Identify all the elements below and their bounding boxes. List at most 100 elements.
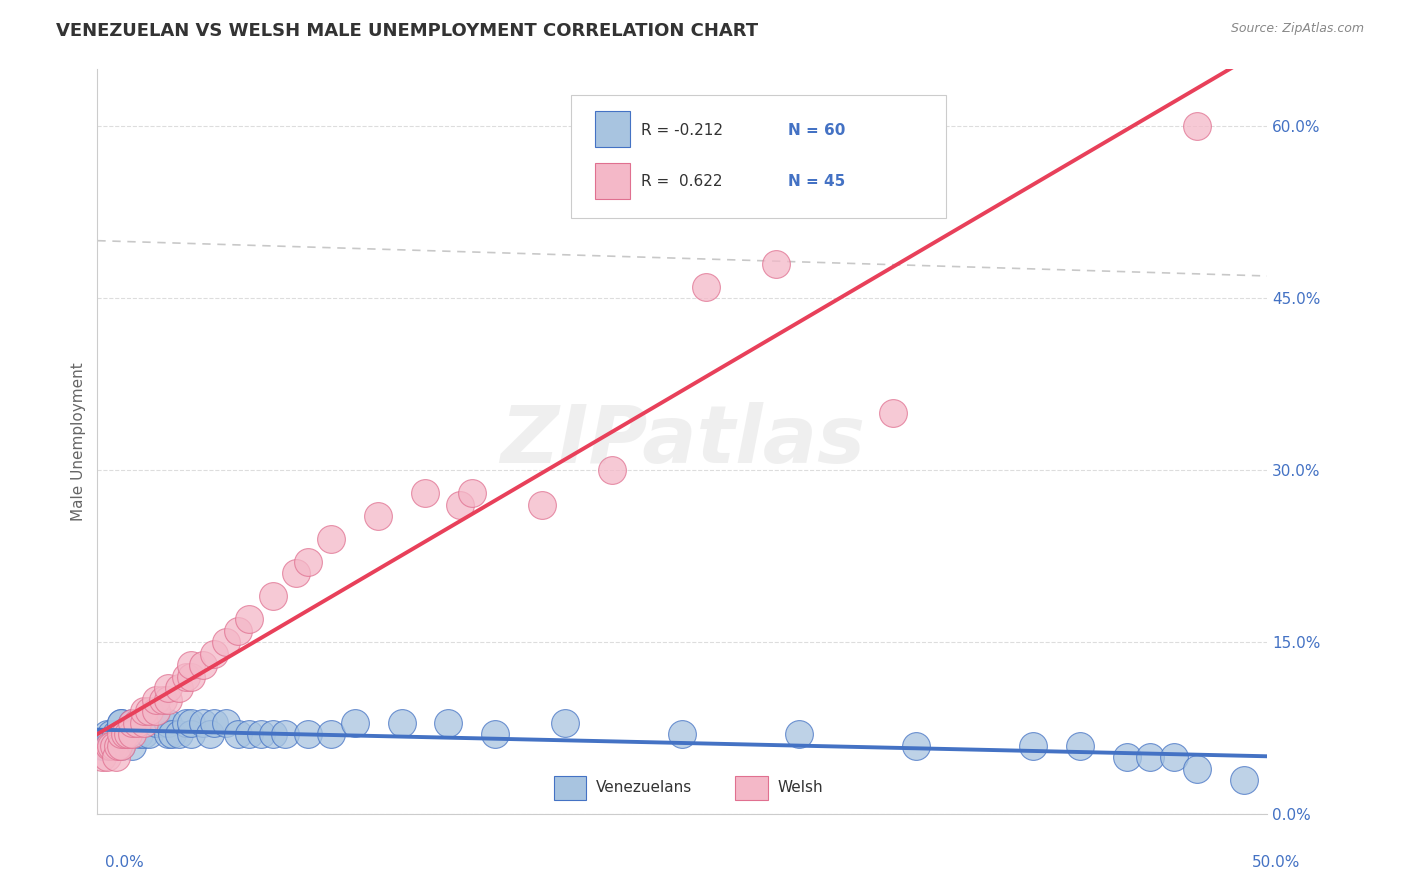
Text: 0.0%: 0.0% [105,855,145,870]
Point [262,590,284,604]
Point [156,715,179,730]
Point [250,727,273,741]
Point [103,739,125,753]
Point [103,739,125,753]
Point [105,727,128,741]
Point [117,727,139,741]
Point [114,727,136,741]
Point [273,727,295,741]
Text: 50.0%: 50.0% [1253,855,1301,870]
Point [180,727,202,741]
Point [297,727,319,741]
Point [134,715,156,730]
Text: Venezuelans: Venezuelans [596,780,692,795]
Point [145,704,167,718]
Point [530,498,553,512]
Point [882,406,904,420]
Point [167,681,190,696]
Point [671,727,693,741]
Point [1069,739,1091,753]
Point [107,739,129,753]
Point [110,715,132,730]
Point [138,704,160,718]
Point [110,727,132,741]
Point [100,739,122,753]
Point [110,739,132,753]
Point [110,727,132,741]
Point [98,739,121,753]
Point [600,463,623,477]
Point [156,692,179,706]
Point [134,727,156,741]
Point [152,692,174,706]
Point [1163,750,1185,764]
Point [321,727,343,741]
Text: Welsh: Welsh [778,780,823,795]
Point [484,727,506,741]
Text: R =  0.622: R = 0.622 [641,175,723,189]
Point [98,739,121,753]
Point [105,750,128,764]
Point [367,509,389,524]
Point [202,647,225,661]
Point [160,727,183,741]
Point [215,635,238,649]
Point [695,279,717,293]
Point [437,715,460,730]
Point [191,658,214,673]
Y-axis label: Male Unemployment: Male Unemployment [72,362,86,521]
Point [121,715,143,730]
Point [93,739,115,753]
Point [554,715,576,730]
Point [461,486,484,500]
Point [121,739,143,753]
Point [215,715,238,730]
Point [1022,739,1045,753]
FancyBboxPatch shape [571,95,946,218]
Point [343,715,366,730]
FancyBboxPatch shape [595,111,630,147]
Point [156,727,179,741]
FancyBboxPatch shape [554,776,586,799]
Point [174,670,197,684]
Point [226,727,249,741]
Point [321,532,343,546]
Point [134,715,156,730]
FancyBboxPatch shape [595,163,630,199]
Point [110,739,132,753]
Point [138,727,160,741]
Point [152,715,174,730]
Point [262,727,284,741]
Point [145,715,167,730]
Point [121,715,143,730]
Text: Source: ZipAtlas.com: Source: ZipAtlas.com [1230,22,1364,36]
Point [765,257,787,271]
Point [91,750,114,764]
Point [180,715,202,730]
Point [96,750,118,764]
Point [156,681,179,696]
Point [391,715,413,730]
Point [226,624,249,638]
Point [789,727,811,741]
Point [91,739,114,753]
Point [114,727,136,741]
Point [128,727,150,741]
Text: R = -0.212: R = -0.212 [641,123,724,138]
Point [1185,762,1208,776]
Point [114,727,136,741]
Point [121,727,143,741]
Point [110,715,132,730]
Point [285,566,308,581]
Point [191,715,214,730]
Point [238,727,260,741]
Point [167,727,190,741]
Point [110,727,132,741]
Point [238,612,260,626]
Point [128,715,150,730]
Point [905,739,928,753]
Point [145,704,167,718]
Text: N = 60: N = 60 [787,123,845,138]
Point [127,715,149,730]
Point [121,727,143,741]
